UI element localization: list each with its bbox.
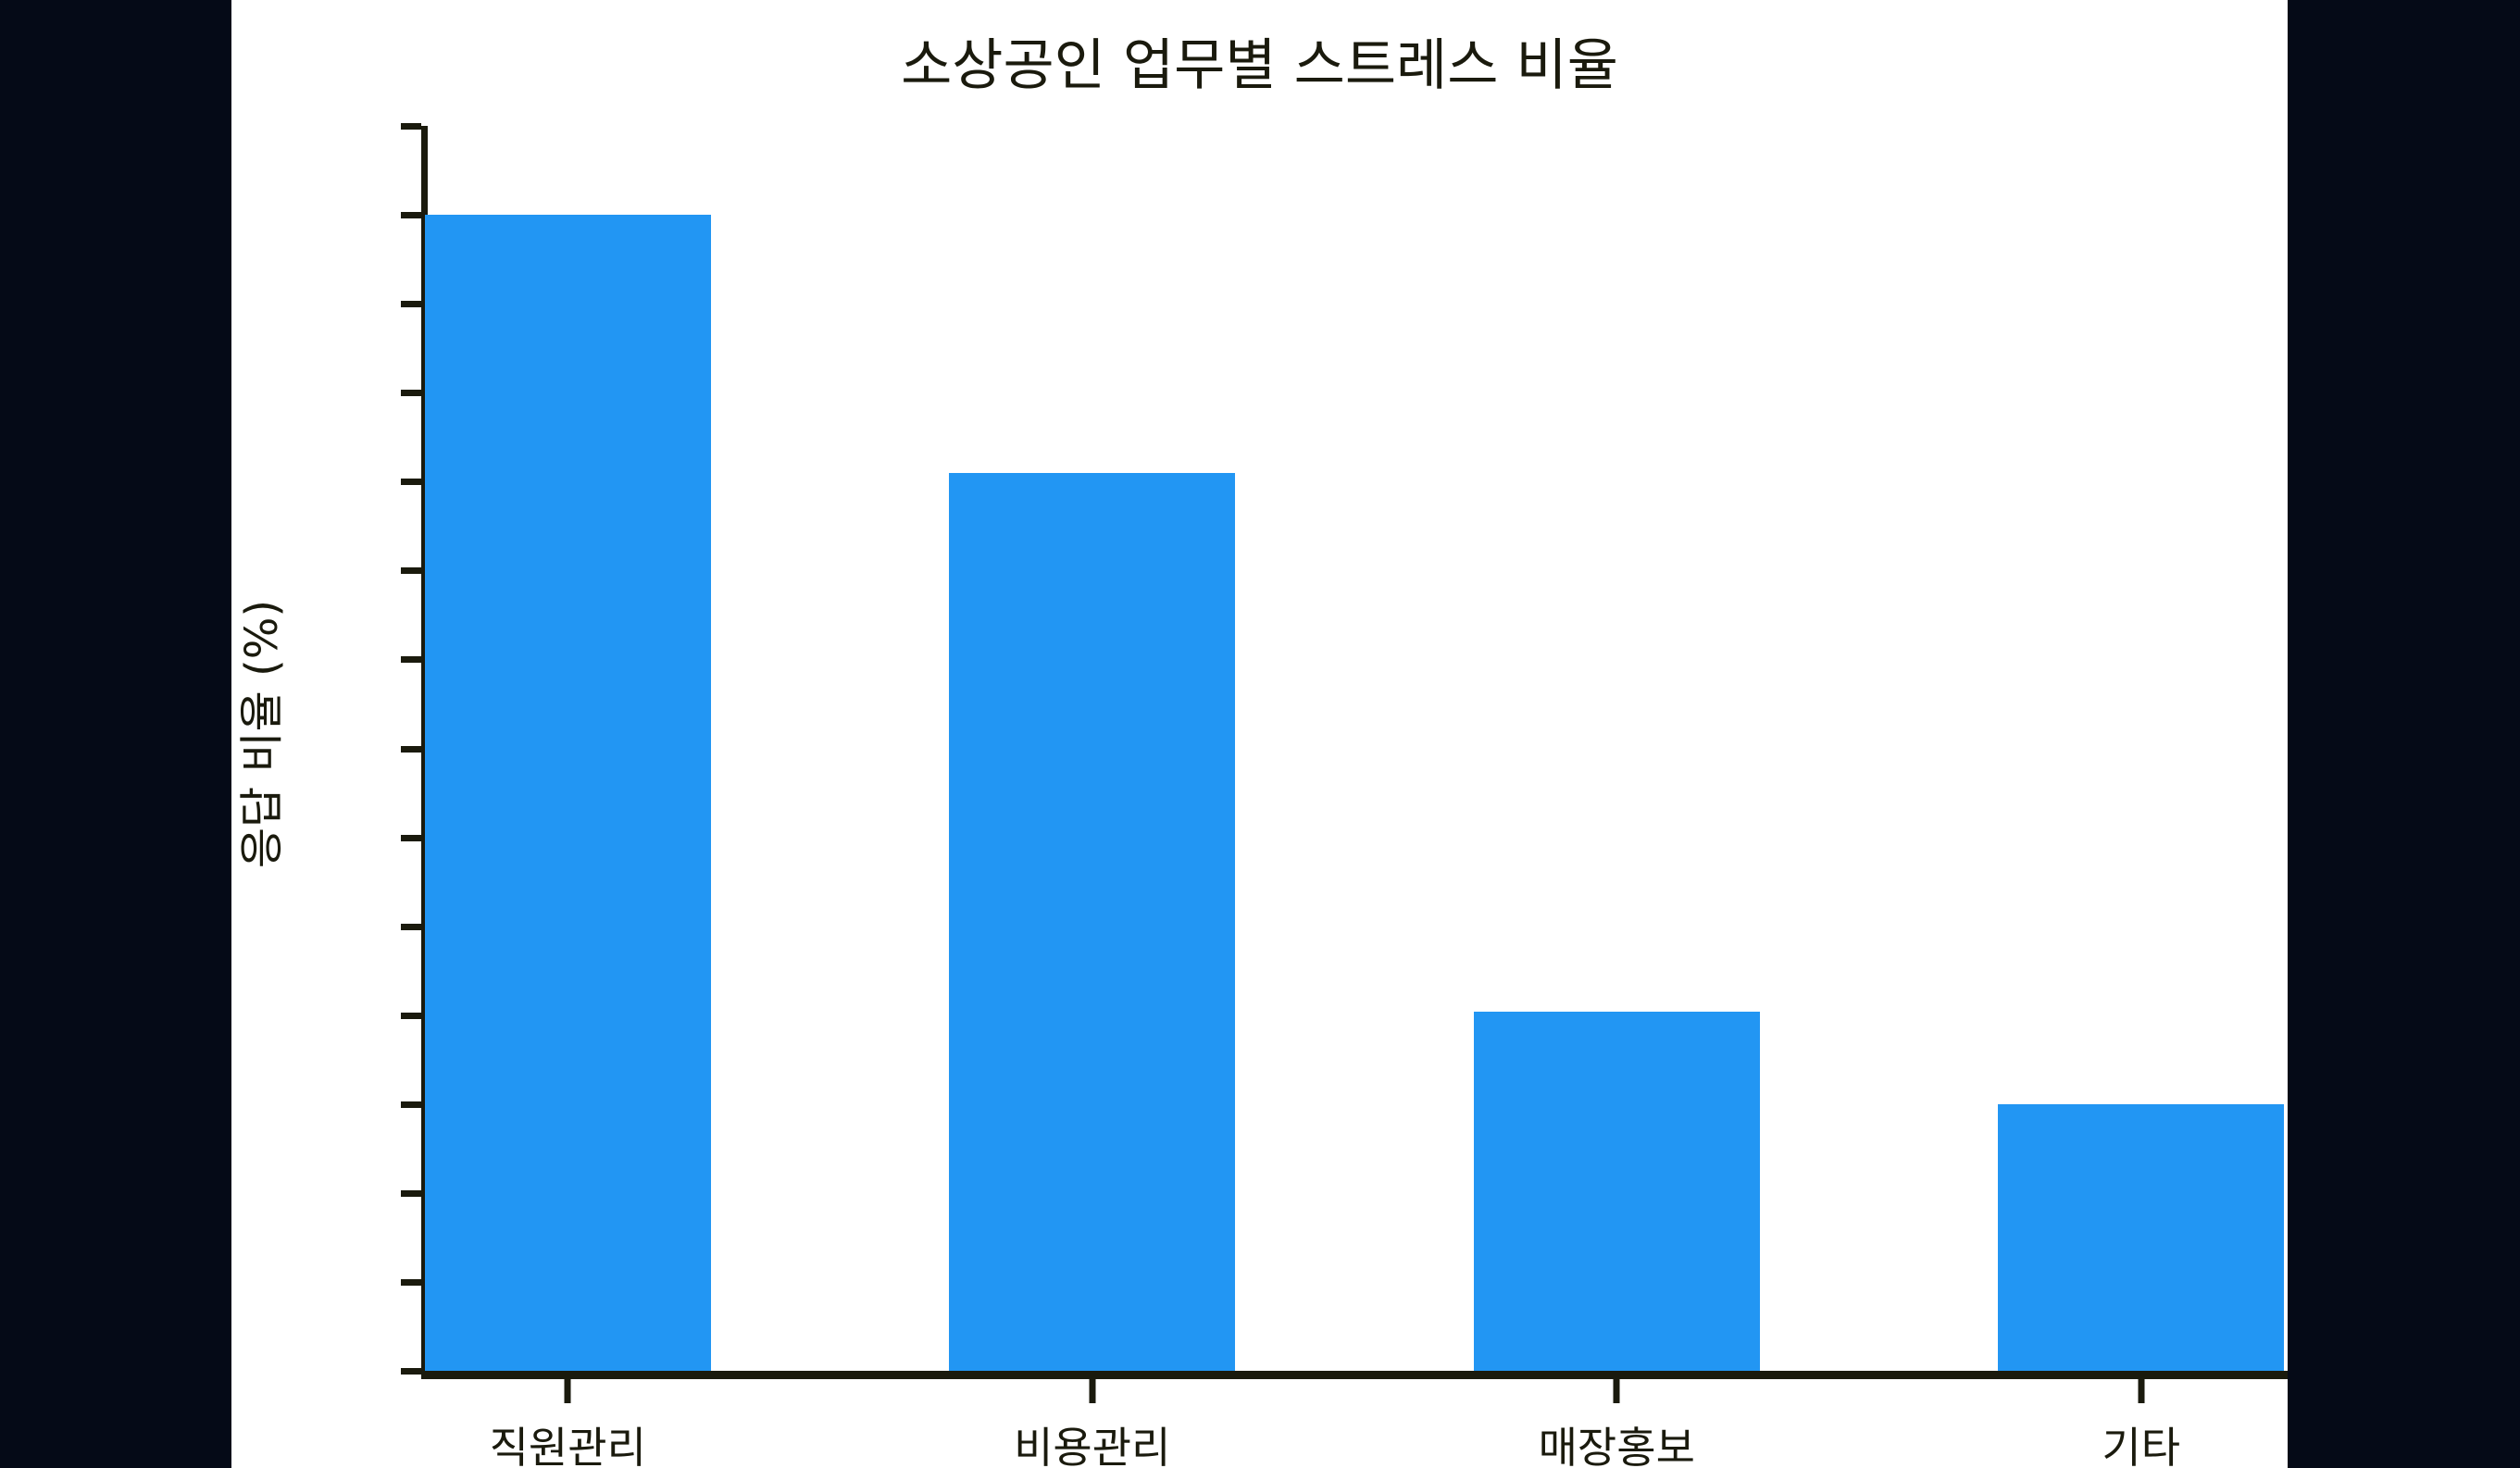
y-axis-tick bbox=[401, 123, 421, 130]
x-axis-tick-label: 기타 bbox=[2102, 1423, 2181, 1468]
y-axis-tick bbox=[401, 390, 421, 397]
y-axis-tick bbox=[401, 923, 421, 930]
x-axis-tick bbox=[1613, 1379, 1620, 1403]
bar-비용관리 bbox=[949, 472, 1236, 1371]
y-axis-tick bbox=[401, 567, 421, 575]
y-axis-tick bbox=[401, 479, 421, 486]
x-axis-tick bbox=[564, 1379, 571, 1403]
page-title: 소상공인 업무별 스트레스 비율 bbox=[901, 33, 1618, 98]
chart-figure: 소상공인 업무별 스트레스 비율 응답 비율 (%) 0510152025303… bbox=[231, 0, 2288, 1468]
y-axis-tick bbox=[401, 1189, 421, 1197]
x-axis-tick-label: 매장홍보 bbox=[1538, 1423, 1695, 1468]
y-axis-spine bbox=[421, 126, 428, 1375]
y-axis-tick bbox=[401, 1368, 421, 1375]
x-axis-tick bbox=[2138, 1379, 2145, 1403]
bar-매장홍보 bbox=[1473, 1011, 1760, 1371]
y-axis-tick bbox=[401, 834, 421, 841]
x-axis-tick-label: 직원관리 bbox=[489, 1423, 646, 1468]
bar-직원관리 bbox=[424, 215, 711, 1371]
y-axis-tick bbox=[401, 212, 421, 219]
x-axis-spine bbox=[421, 1371, 2288, 1379]
y-axis-tick bbox=[401, 301, 421, 308]
y-axis-tick bbox=[401, 1101, 421, 1108]
y-axis-title: 응답 비율 (%) bbox=[236, 599, 288, 869]
y-axis-tick bbox=[401, 1012, 421, 1019]
y-axis-tick bbox=[401, 1278, 421, 1286]
bar-기타 bbox=[1998, 1103, 2285, 1371]
y-axis-tick bbox=[401, 745, 421, 753]
y-axis-tick bbox=[401, 656, 421, 664]
plot-area: 0510152025303540455055606570 직원관리비용관리매장홍… bbox=[401, 123, 2288, 1468]
x-axis-tick-label: 비용관리 bbox=[1014, 1423, 1171, 1468]
x-axis-tick bbox=[1089, 1379, 1096, 1403]
